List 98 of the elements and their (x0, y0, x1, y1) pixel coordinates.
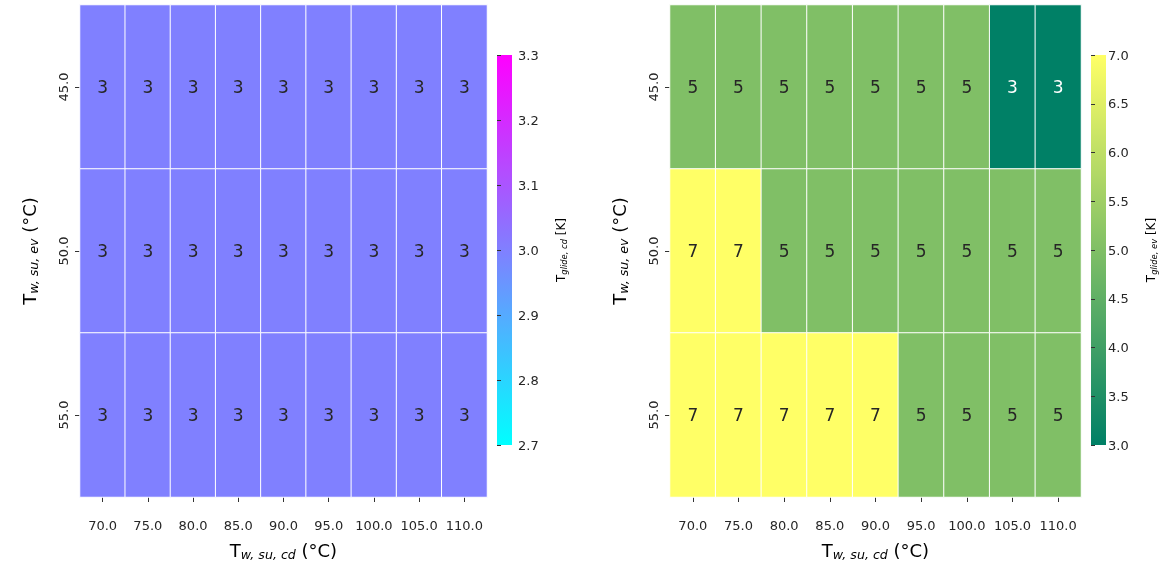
x-tick-label: 90.0 (861, 518, 890, 533)
data-label: 5 (1007, 405, 1018, 425)
data-label: 3 (368, 405, 380, 425)
color-bar-title: Tglide, ev [K] (1144, 217, 1159, 284)
data-label: 3 (97, 241, 109, 261)
x-tick-label: 95.0 (314, 518, 344, 533)
color-bar-label: 2.7 (518, 437, 539, 453)
data-label: 3 (187, 405, 199, 425)
data-label: 5 (778, 241, 790, 261)
data-label: 3 (458, 405, 470, 425)
color-bar-label: 3.0 (518, 242, 539, 258)
data-label: 3 (323, 405, 335, 425)
x-tick-label: 110.0 (445, 518, 483, 533)
data-label: 5 (778, 77, 790, 97)
data-label: 3 (458, 241, 470, 261)
data-label: 5 (961, 241, 973, 261)
color-bar-label: 3.2 (518, 112, 539, 128)
data-label: 5 (915, 241, 927, 261)
x-tick-label: 90.0 (269, 518, 298, 533)
data-label: 5 (961, 77, 973, 97)
data-label: 3 (232, 77, 244, 97)
data-label: 3 (323, 241, 335, 261)
data-label: 3 (413, 77, 425, 97)
x-tick-label: 75.0 (133, 518, 163, 533)
y-tick-label: 45.0 (646, 72, 661, 102)
data-label: 7 (870, 405, 881, 425)
data-label: 3 (278, 405, 289, 425)
x-tick-label: 105.0 (400, 518, 438, 533)
color-bar-label: 4.5 (1108, 291, 1129, 307)
data-label: 3 (278, 241, 289, 261)
data-label: 3 (97, 405, 109, 425)
data-label: 7 (824, 405, 836, 425)
color-bar-label: 6.0 (1108, 145, 1129, 160)
color-bar-label: 5.0 (1108, 242, 1129, 258)
data-label: 7 (687, 241, 699, 261)
data-label: 5 (1052, 405, 1064, 425)
x-tick-label: 100.0 (948, 518, 986, 533)
color-bar-title: Tglide, cd [K] (554, 217, 569, 284)
data-label: 3 (413, 241, 425, 261)
x-tick-label: 80.0 (178, 518, 208, 533)
data-label: 7 (733, 405, 744, 425)
data-label: 5 (824, 241, 836, 261)
color-bar-label: 7.0 (1108, 47, 1129, 63)
data-label: 5 (870, 241, 881, 261)
data-label: 3 (278, 77, 289, 97)
data-label: 3 (368, 77, 380, 97)
x-tick-label: 80.0 (769, 518, 799, 533)
data-label: 3 (142, 77, 154, 97)
x-tick-label: 75.0 (724, 518, 753, 533)
color-bar-label: 3.3 (518, 47, 539, 63)
data-label: 5 (1052, 241, 1064, 261)
data-label: 3 (323, 77, 335, 97)
data-label: 5 (961, 405, 973, 425)
data-label: 3 (232, 241, 244, 261)
data-label: 5 (733, 77, 744, 97)
color-bar-label: 2.8 (518, 372, 539, 388)
color-bar-label: 4.0 (1108, 340, 1129, 355)
data-label: 5 (824, 77, 836, 97)
color-bar-label: 3.5 (1108, 388, 1129, 404)
x-tick-label: 95.0 (906, 518, 936, 533)
x-tick-label: 70.0 (678, 518, 708, 533)
data-label: 5 (915, 405, 927, 425)
data-label: 3 (1007, 77, 1018, 97)
x-tick-label: 85.0 (223, 518, 253, 533)
data-label: 7 (687, 405, 699, 425)
data-label: 5 (870, 77, 881, 97)
color-bar-label: 2.9 (518, 307, 539, 323)
x-tick-label: 110.0 (1039, 518, 1077, 533)
y-axis-title: Tw, su, ev (°C) (608, 197, 631, 306)
data-label: 7 (733, 241, 744, 261)
x-tick-label: 105.0 (993, 518, 1032, 533)
x-tick-label: 100.0 (355, 518, 393, 533)
data-label: 3 (413, 405, 425, 425)
color-bar-label: 6.5 (1108, 96, 1129, 112)
data-label: 3 (187, 241, 199, 261)
color-bar-label: 5.5 (1108, 193, 1129, 209)
data-label: 3 (187, 77, 199, 97)
data-label: 3 (142, 241, 154, 261)
y-tick-label: 45.0 (56, 72, 71, 102)
y-tick-label: 55.0 (646, 400, 661, 430)
data-label: 3 (1052, 77, 1064, 97)
data-label: 3 (458, 77, 470, 97)
x-tick-label: 85.0 (815, 518, 845, 533)
y-axis-title: Tw, su, ev (°C) (18, 197, 41, 306)
data-label: 5 (915, 77, 927, 97)
y-tick-label: 50.0 (56, 236, 71, 266)
color-bar-label: 3.1 (518, 177, 539, 193)
data-label: 5 (687, 77, 699, 97)
data-label: 5 (1007, 241, 1018, 261)
data-label: 7 (778, 405, 790, 425)
x-tick-label: 70.0 (88, 518, 118, 533)
y-tick-label: 50.0 (646, 236, 661, 266)
data-label: 3 (368, 241, 380, 261)
data-label: 3 (142, 405, 154, 425)
color-bar-label: 3.0 (1108, 437, 1129, 453)
data-label: 3 (232, 405, 244, 425)
y-tick-label: 55.0 (56, 400, 71, 430)
data-label: 3 (97, 77, 109, 97)
